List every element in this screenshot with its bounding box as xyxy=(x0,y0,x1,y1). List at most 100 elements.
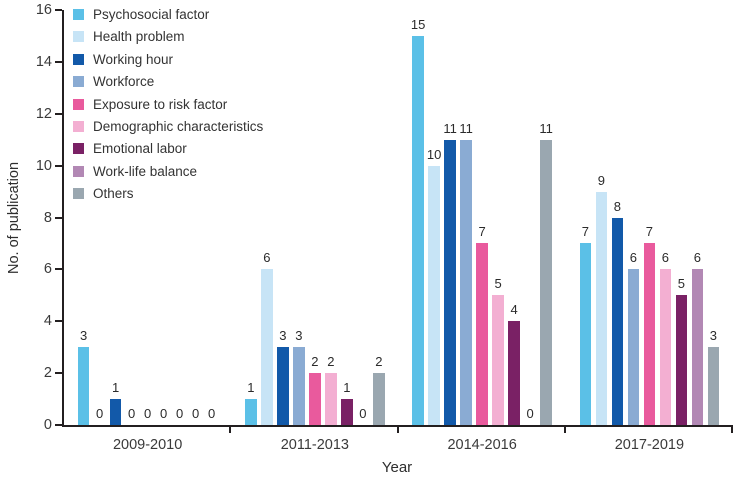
legend-item: Exposure to risk factor xyxy=(73,97,263,111)
bar-value-label: 0 xyxy=(176,406,184,421)
legend-swatch xyxy=(73,143,84,155)
bar: 3 xyxy=(707,329,720,425)
bar-value-label: 3 xyxy=(295,328,303,344)
bar: 5 xyxy=(675,277,688,425)
bar: 7 xyxy=(579,225,592,425)
bar-value-label: 6 xyxy=(629,250,637,266)
bar-value-label: 15 xyxy=(410,16,426,32)
y-tick xyxy=(55,424,62,426)
legend-label: Work-life balance xyxy=(93,163,198,179)
legend-label: Others xyxy=(93,186,134,202)
legend-swatch xyxy=(73,53,84,65)
bar-value-label: 11 xyxy=(443,120,457,136)
bar: 3 xyxy=(293,329,305,425)
bar: 6 xyxy=(627,251,640,425)
x-tick-label: 2009-2010 xyxy=(112,437,183,453)
bar-value-label: 6 xyxy=(693,250,701,266)
bar: 5 xyxy=(492,277,504,425)
bar: 2 xyxy=(309,355,321,425)
legend-swatch xyxy=(73,76,84,88)
legend-item: Others xyxy=(73,187,263,200)
bar-value-label: 2 xyxy=(327,354,335,370)
bar-value-label: 9 xyxy=(597,172,605,188)
legend-swatch xyxy=(73,98,84,110)
bar: 8 xyxy=(611,199,624,425)
y-tick-label: 4 xyxy=(43,313,52,330)
bar-value-label: 1 xyxy=(112,380,120,396)
bar-value-label: 5 xyxy=(494,276,502,292)
bar-value-label: 8 xyxy=(613,198,621,214)
x-tick-label: 2014-2016 xyxy=(447,437,517,453)
bar: 7 xyxy=(643,225,656,425)
bar-value-label: 0 xyxy=(144,406,152,421)
y-tick xyxy=(55,320,62,323)
legend-label: Workforce xyxy=(93,74,155,90)
x-tick xyxy=(563,427,566,433)
bar: 11 xyxy=(539,121,553,425)
bar-value-label: 5 xyxy=(677,276,685,292)
bar-value-label: 3 xyxy=(80,328,88,344)
bar-value-label: 2 xyxy=(375,354,383,370)
y-tick xyxy=(55,372,62,375)
bar-value-label: 0 xyxy=(96,406,104,421)
bar-value-label: 1 xyxy=(343,380,351,396)
legend-item: Emotional labor xyxy=(73,141,263,157)
y-tick-label: 14 xyxy=(35,53,52,70)
bar: 2 xyxy=(373,355,385,425)
x-tick-label: 2017-2019 xyxy=(614,437,685,453)
bar-value-label: 3 xyxy=(709,328,717,344)
bar-value-label: 11 xyxy=(539,120,553,136)
bar-value-label: 0 xyxy=(359,406,367,421)
legend-item: Demographic characteristics xyxy=(73,120,263,133)
legend-label: Psychosocial factor xyxy=(93,7,210,22)
x-tick xyxy=(731,427,733,433)
legend-item: Health problem xyxy=(73,30,263,44)
bar: 7 xyxy=(476,225,488,425)
bar-value-label: 4 xyxy=(510,302,518,318)
y-tick xyxy=(55,216,62,219)
y-tick-label: 8 xyxy=(43,209,52,226)
legend-label: Demographic characteristics xyxy=(93,118,264,134)
bar: 15 xyxy=(411,17,425,425)
bar: 11 xyxy=(443,121,457,425)
bar: 1 xyxy=(245,381,257,425)
bar: 3 xyxy=(277,329,289,425)
y-tick-label: 0 xyxy=(43,417,52,433)
legend-item: Workforce xyxy=(73,75,263,88)
bar: 1 xyxy=(341,381,353,425)
y-tick xyxy=(55,164,62,167)
legend-label: Working hour xyxy=(93,51,174,67)
y-tick-label: 10 xyxy=(35,157,52,174)
bar-value-label: 0 xyxy=(128,406,136,421)
bar-value-label: 1 xyxy=(247,380,255,396)
bar: 6 xyxy=(691,251,704,425)
bar: 3 xyxy=(77,329,90,425)
legend-swatch xyxy=(73,188,84,200)
bar-value-label: 3 xyxy=(279,328,287,344)
legend-item: Working hour xyxy=(73,53,263,66)
bar-value-label: 7 xyxy=(645,224,653,240)
bar-group: 15 10 11 11 7 5 4 0 11 xyxy=(399,10,566,425)
bar: 2 xyxy=(325,355,337,425)
y-tick xyxy=(55,9,62,11)
legend-label: Emotional labor xyxy=(93,141,187,157)
bar-value-label: 0 xyxy=(208,406,216,421)
y-tick-label: 16 xyxy=(35,2,52,18)
legend-item: Psychosocial factor xyxy=(73,8,263,21)
bar-value-label: 6 xyxy=(661,250,669,266)
x-axis-title: Year xyxy=(381,459,413,476)
bar-value-label: 7 xyxy=(478,224,486,240)
legend-swatch xyxy=(73,31,84,43)
x-tick xyxy=(229,427,232,433)
legend-swatch xyxy=(73,165,84,177)
bar-value-label: 10 xyxy=(426,146,442,162)
x-tick-label: 2011-2013 xyxy=(280,437,350,453)
bar-value-label: 0 xyxy=(160,406,168,421)
bar-value-label: 2 xyxy=(311,354,319,370)
legend-swatch xyxy=(73,9,84,20)
plot-area: Psychosocial factor Health problem Working… xyxy=(55,8,733,453)
bar-value-label: 0 xyxy=(192,406,200,421)
